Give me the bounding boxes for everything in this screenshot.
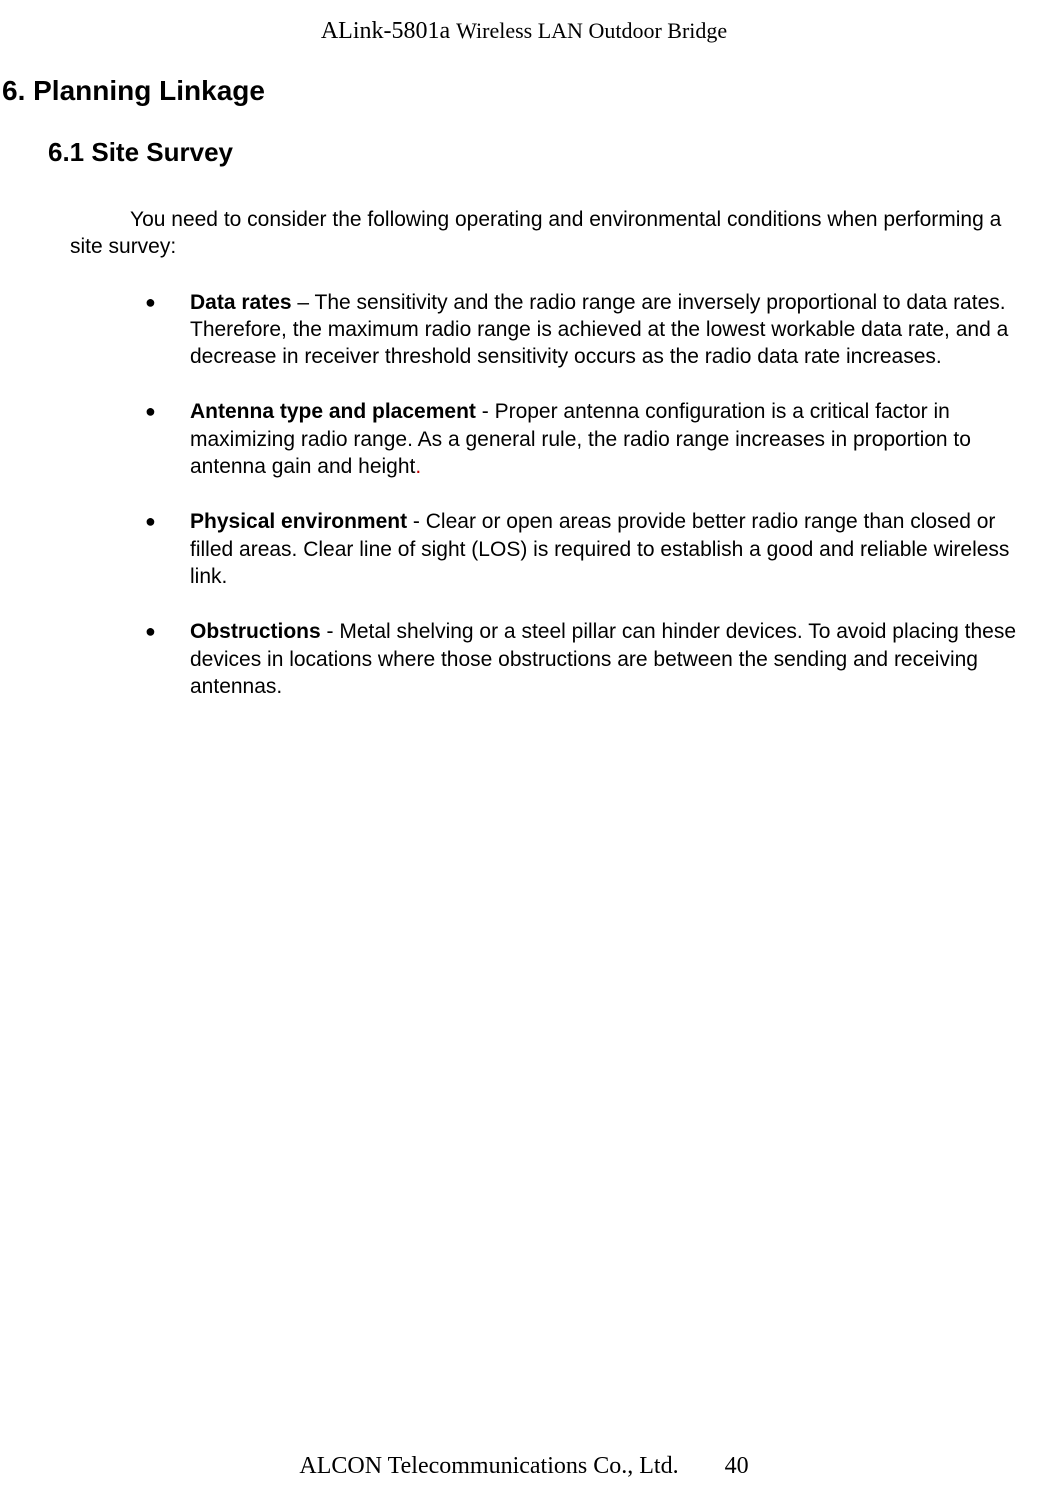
bullet-title: Obstructions xyxy=(190,620,321,643)
page-number: 40 xyxy=(725,1453,749,1479)
header-subtitle: Wireless LAN Outdoor Bridge xyxy=(456,18,727,43)
bullet-list: ● Data rates – The sensitivity and the r… xyxy=(145,289,1030,701)
bullet-content: Antenna type and placement - Proper ante… xyxy=(190,398,1030,480)
bullet-content: Physical environment - Clear or open are… xyxy=(190,508,1030,590)
intro-paragraph: You need to consider the following opera… xyxy=(70,206,1030,261)
bullet-separator: - xyxy=(321,620,340,643)
page-footer: ALCON Telecommunications Co., Ltd. 40 xyxy=(0,1453,1048,1480)
list-item: ● Antenna type and placement - Proper an… xyxy=(145,398,1030,480)
red-period: . xyxy=(415,455,421,478)
bullet-title: Physical environment xyxy=(190,510,407,533)
page-header: ALink-5801a Wireless LAN Outdoor Bridge xyxy=(0,0,1048,45)
heading-1: 6. Planning Linkage xyxy=(2,75,1048,107)
bullet-title: Data rates xyxy=(190,291,292,314)
header-model: ALink-5801a xyxy=(321,18,450,44)
bullet-icon: ● xyxy=(145,618,190,700)
list-item: ● Data rates – The sensitivity and the r… xyxy=(145,289,1030,371)
bullet-separator: - xyxy=(407,510,426,533)
bullet-content: Obstructions - Metal shelving or a steel… xyxy=(190,618,1030,700)
footer-company: ALCON Telecommunications Co., Ltd. xyxy=(299,1453,678,1479)
bullet-separator: – xyxy=(292,291,315,314)
bullet-icon: ● xyxy=(145,289,190,371)
bullet-title: Antenna type and placement xyxy=(190,400,476,423)
heading-2: 6.1 Site Survey xyxy=(48,137,1048,168)
bullet-icon: ● xyxy=(145,508,190,590)
bullet-content: Data rates – The sensitivity and the rad… xyxy=(190,289,1030,371)
list-item: ● Obstructions - Metal shelving or a ste… xyxy=(145,618,1030,700)
list-item: ● Physical environment - Clear or open a… xyxy=(145,508,1030,590)
bullet-icon: ● xyxy=(145,398,190,480)
bullet-separator: - xyxy=(476,400,495,423)
